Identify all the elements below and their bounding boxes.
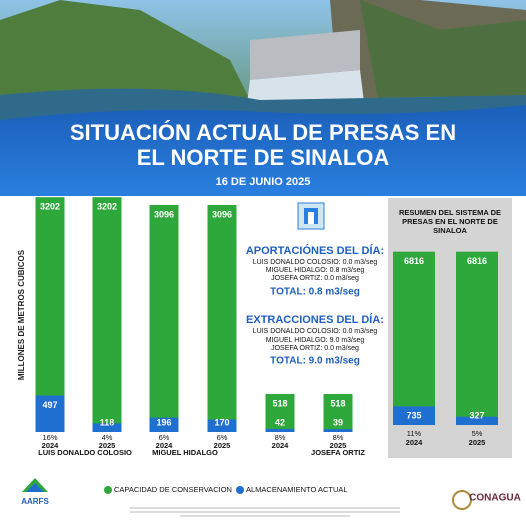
capacity-bar	[149, 204, 179, 432]
x-tick-label: 2025	[469, 438, 486, 447]
value-label: 6816	[467, 256, 487, 266]
group-label: LUIS DONALDO COLOSIO	[38, 448, 132, 457]
percent-label: 8%	[333, 433, 344, 442]
x-tick-label: 2024	[42, 441, 60, 450]
title-band	[0, 105, 526, 196]
value-label: 3096	[212, 209, 232, 219]
percent-label: 8%	[275, 433, 286, 442]
legend-swatch	[236, 486, 244, 494]
logo-right-text: CONAGUA	[469, 493, 521, 504]
x-tick-label: 2025	[99, 441, 116, 450]
value-label: 170	[214, 417, 229, 427]
storage-bar	[265, 428, 295, 432]
logo-right-emblem	[452, 490, 472, 510]
inflow-line: LUIS DONALDO COLOSIO: 0.0 m3/seg	[253, 259, 378, 266]
value-label: 497	[42, 400, 57, 410]
group-label: MIGUEL HIDALGO	[152, 448, 218, 457]
percent-label: 16%	[42, 433, 57, 442]
legend-swatch	[104, 486, 112, 494]
capacity-bar	[92, 197, 122, 432]
capacity-bar	[393, 251, 435, 425]
outflow-line: MIGUEL HIDALGO: 9.0 m3/seg	[266, 337, 365, 344]
value-label: 3096	[154, 209, 174, 219]
storage-bar	[456, 416, 498, 425]
value-label: 518	[330, 398, 345, 408]
value-label: 327	[469, 410, 484, 420]
summary-title: RESUMEN DEL SISTEMA DE PRESAS EN EL NORT…	[398, 208, 502, 235]
percent-label: 6%	[217, 433, 228, 442]
value-label: 3202	[97, 202, 117, 212]
value-label: 118	[100, 417, 115, 427]
capacity-bar	[265, 394, 295, 432]
storage-bar	[35, 395, 65, 432]
x-tick-label: 2024	[406, 438, 424, 447]
inflows-heading: APORTACIÓNES DEL DÍA:	[246, 244, 384, 257]
inflow-line: JOSEFA ORTIZ: 0.0 m3/seg	[271, 275, 359, 282]
logo-left	[22, 478, 48, 492]
value-label: 196	[156, 417, 171, 427]
percent-label: 6%	[159, 433, 170, 442]
summary-title-box: RESUMEN DEL SISTEMA DE PRESAS EN EL NORT…	[398, 208, 502, 235]
value-label: 518	[272, 398, 287, 408]
group-label: JOSEFA ORTIZ	[311, 448, 365, 457]
title: SITUACIÓN ACTUAL DE PRESAS EN	[70, 120, 456, 145]
dam-icon	[297, 202, 325, 230]
outflow-line: LUIS DONALDO COLOSIO: 0.0 m3/seg	[253, 328, 378, 335]
x-tick-label: 2024	[156, 441, 174, 450]
value-label: 735	[406, 410, 421, 420]
percent-label: 5%	[472, 429, 483, 438]
capacity-bar	[207, 204, 237, 432]
value-label: 42	[275, 417, 285, 427]
percent-label: 11%	[407, 429, 422, 438]
storage-bar	[92, 423, 122, 432]
percent-label: 4%	[102, 433, 113, 442]
x-tick-label: 2025	[330, 441, 347, 450]
storage-bar	[207, 419, 237, 432]
legend-label: ALMACENAMIENTO ACTUAL	[246, 485, 348, 494]
logo-left-text: AARFS	[21, 497, 49, 506]
outflow-line: JOSEFA ORTIZ: 0.0 m3/seg	[271, 345, 359, 352]
inflow-line: MIGUEL HIDALGO: 0.8 m3/seg	[266, 267, 365, 274]
storage-bar	[393, 406, 435, 425]
capacity-bar	[456, 251, 498, 425]
storage-bar	[323, 429, 353, 432]
x-tick-label: 2025	[214, 441, 231, 450]
outflows-heading: EXTRACCIONES DEL DÍA:	[246, 313, 384, 326]
inflows-total: TOTAL: 0.8 m3/seg	[270, 287, 360, 298]
y-axis-label: MILLONES DE METROS CUBICOS	[17, 249, 26, 380]
storage-bar	[149, 417, 179, 432]
capacity-bar	[323, 394, 353, 432]
title: EL NORTE DE SINALOA	[137, 145, 390, 170]
legend-label: CAPACIDAD DE CONSERVACION	[114, 485, 232, 494]
value-label: 39	[333, 417, 343, 427]
outflows-total: TOTAL: 9.0 m3/seg	[270, 356, 360, 367]
date: 16 DE JUNIO 2025	[216, 176, 311, 188]
value-label: 3202	[40, 202, 60, 212]
fine-print	[130, 507, 400, 517]
value-label: 6816	[404, 256, 424, 266]
capacity-bar	[35, 197, 65, 432]
x-tick-label: 2024	[272, 441, 290, 450]
photo	[0, 0, 526, 130]
